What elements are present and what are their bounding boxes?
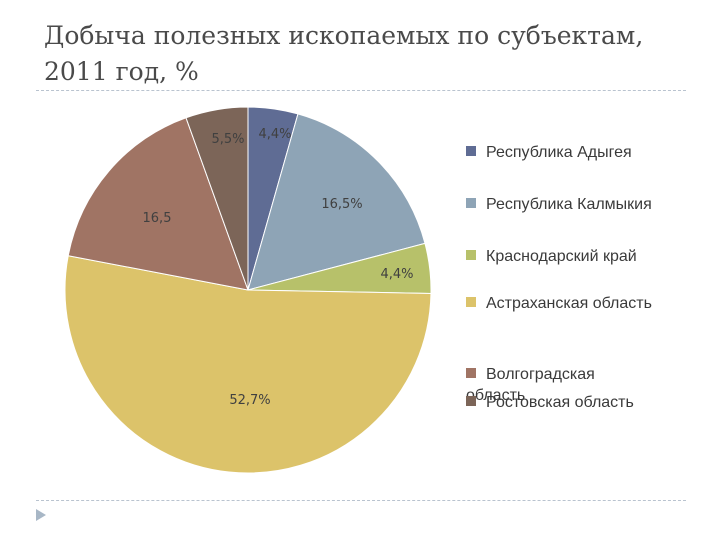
legend-item-kalmykia: Республика Калмыкия (466, 194, 696, 215)
legend-label: Волгоградская область (466, 366, 595, 404)
pie-slice-6 (185, 106, 249, 291)
chart-title: Добыча полезных ископаемых по субъектам,… (44, 21, 644, 86)
pie-slice-5 (67, 117, 249, 291)
legend-swatch (466, 396, 476, 406)
legend-label: Республика Адыгея (486, 144, 632, 161)
legend-label: Ростовская область (486, 394, 634, 411)
legend-label: Астраханская область (486, 295, 652, 312)
legend-item-rostov: Ростовская область (466, 392, 696, 413)
legend-label: Республика Калмыкия (486, 196, 652, 213)
data-label-3: 4,4% (380, 267, 413, 282)
legend-item-volgograd: Волгоградская область (466, 343, 696, 406)
data-label-5: 16,5 (143, 211, 172, 226)
legend-swatch (466, 146, 476, 156)
data-label-6: 5,5% (211, 132, 244, 147)
legend-item-krasnodar: Краснодарский край (466, 246, 696, 267)
legend-swatch (466, 368, 476, 378)
pie-slice-2 (247, 113, 426, 291)
legend-swatch (466, 297, 476, 307)
pie-slice-4 (64, 255, 432, 474)
data-label-4: 52,7% (229, 393, 270, 408)
next-arrow-icon (36, 509, 46, 521)
title-divider (36, 90, 686, 91)
legend-swatch (466, 198, 476, 208)
legend-swatch (466, 250, 476, 260)
legend-label: Краснодарский край (486, 248, 637, 265)
legend-item-astrakhan: Астраханская область (466, 293, 696, 314)
legend-item-adygea: Республика Адыгея (466, 142, 696, 163)
data-label-1: 4,4% (258, 127, 291, 142)
footer-divider (36, 500, 686, 501)
data-label-2: 16,5% (321, 197, 362, 212)
